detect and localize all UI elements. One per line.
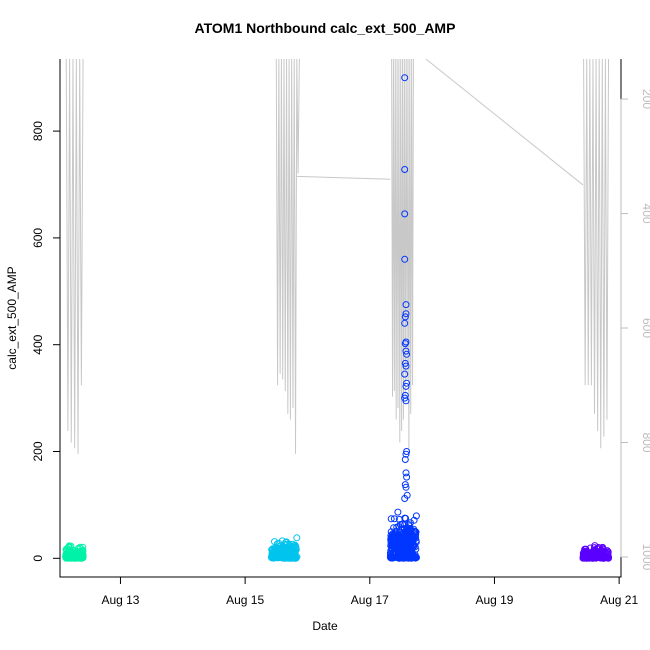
data-point bbox=[402, 397, 410, 405]
depth-line-connector bbox=[296, 175, 391, 180]
data-point bbox=[411, 528, 419, 536]
y-tick-label: 0 bbox=[31, 555, 45, 562]
data-point bbox=[401, 340, 409, 348]
data-point bbox=[276, 543, 284, 550]
data-point bbox=[401, 391, 409, 399]
data-point bbox=[401, 166, 409, 173]
data-point bbox=[401, 210, 409, 218]
data-point bbox=[401, 456, 409, 463]
data-point bbox=[409, 544, 417, 552]
data-point bbox=[400, 542, 408, 550]
data-point bbox=[599, 543, 607, 551]
data-point bbox=[410, 516, 418, 524]
points-layer bbox=[62, 74, 612, 562]
data-point bbox=[394, 508, 402, 516]
data-point bbox=[403, 448, 411, 455]
data-point bbox=[390, 533, 398, 541]
data-point bbox=[402, 469, 410, 477]
data-point bbox=[406, 525, 414, 532]
data-point bbox=[268, 546, 276, 554]
data-point bbox=[79, 546, 87, 554]
plot-frame bbox=[59, 59, 622, 578]
data-point bbox=[391, 535, 398, 543]
right-tick-label: 400 bbox=[640, 204, 650, 224]
data-point bbox=[79, 543, 87, 551]
data-point bbox=[407, 528, 415, 535]
data-point bbox=[401, 255, 409, 263]
data-point bbox=[396, 521, 404, 528]
data-point bbox=[387, 515, 395, 523]
data-point bbox=[394, 543, 401, 551]
data-point bbox=[401, 359, 409, 367]
data-point bbox=[401, 370, 409, 378]
data-point bbox=[292, 554, 300, 562]
depth-line-connector bbox=[425, 59, 584, 186]
data-point bbox=[293, 534, 301, 542]
data-point bbox=[401, 319, 409, 327]
x-axis-label: Date bbox=[312, 619, 338, 633]
data-point bbox=[605, 554, 612, 562]
data-point bbox=[402, 483, 410, 491]
x-tick-label: Aug 15 bbox=[226, 593, 264, 607]
depth-line-burst bbox=[583, 59, 610, 449]
y-tick-label: 200 bbox=[31, 441, 45, 461]
y-tick-label: 600 bbox=[31, 228, 45, 248]
data-point bbox=[403, 350, 411, 358]
data-point bbox=[282, 538, 290, 546]
data-point bbox=[403, 379, 411, 387]
chart-title: ATOM1 Northbound calc_ext_500_AMP bbox=[194, 20, 456, 36]
x-tick-label: Aug 17 bbox=[351, 593, 389, 607]
depth-line-burst bbox=[65, 59, 84, 454]
right-tick-label: 200 bbox=[640, 89, 650, 109]
data-point bbox=[401, 495, 409, 502]
data-point bbox=[395, 515, 403, 523]
x-tick-label: Aug 19 bbox=[475, 593, 513, 607]
x-tick-label: Aug 21 bbox=[600, 593, 638, 607]
depth-line-layer bbox=[65, 59, 610, 454]
data-point bbox=[402, 347, 410, 355]
data-point bbox=[390, 515, 398, 523]
data-point bbox=[401, 481, 409, 489]
data-point bbox=[271, 538, 278, 546]
data-point bbox=[390, 524, 398, 532]
data-point bbox=[401, 74, 409, 82]
y-tick-label: 800 bbox=[31, 121, 45, 141]
data-point bbox=[402, 539, 410, 547]
data-point bbox=[402, 362, 410, 370]
right-tick-label: 600 bbox=[640, 318, 650, 338]
data-point bbox=[411, 533, 418, 541]
data-point bbox=[387, 542, 395, 550]
data-point bbox=[412, 531, 420, 539]
depth-line-burst bbox=[275, 59, 300, 454]
right-tick-label: 800 bbox=[640, 432, 650, 452]
data-point bbox=[403, 473, 411, 481]
data-point bbox=[402, 310, 410, 318]
data-point bbox=[402, 301, 410, 309]
x-tick-label: Aug 13 bbox=[101, 593, 139, 607]
y-tick-label: 400 bbox=[31, 334, 45, 354]
data-point bbox=[293, 553, 301, 561]
data-point bbox=[402, 382, 410, 390]
data-point bbox=[402, 450, 410, 458]
data-point bbox=[413, 554, 420, 561]
data-point bbox=[79, 554, 87, 562]
right-tick-label: 1000 bbox=[640, 544, 650, 571]
